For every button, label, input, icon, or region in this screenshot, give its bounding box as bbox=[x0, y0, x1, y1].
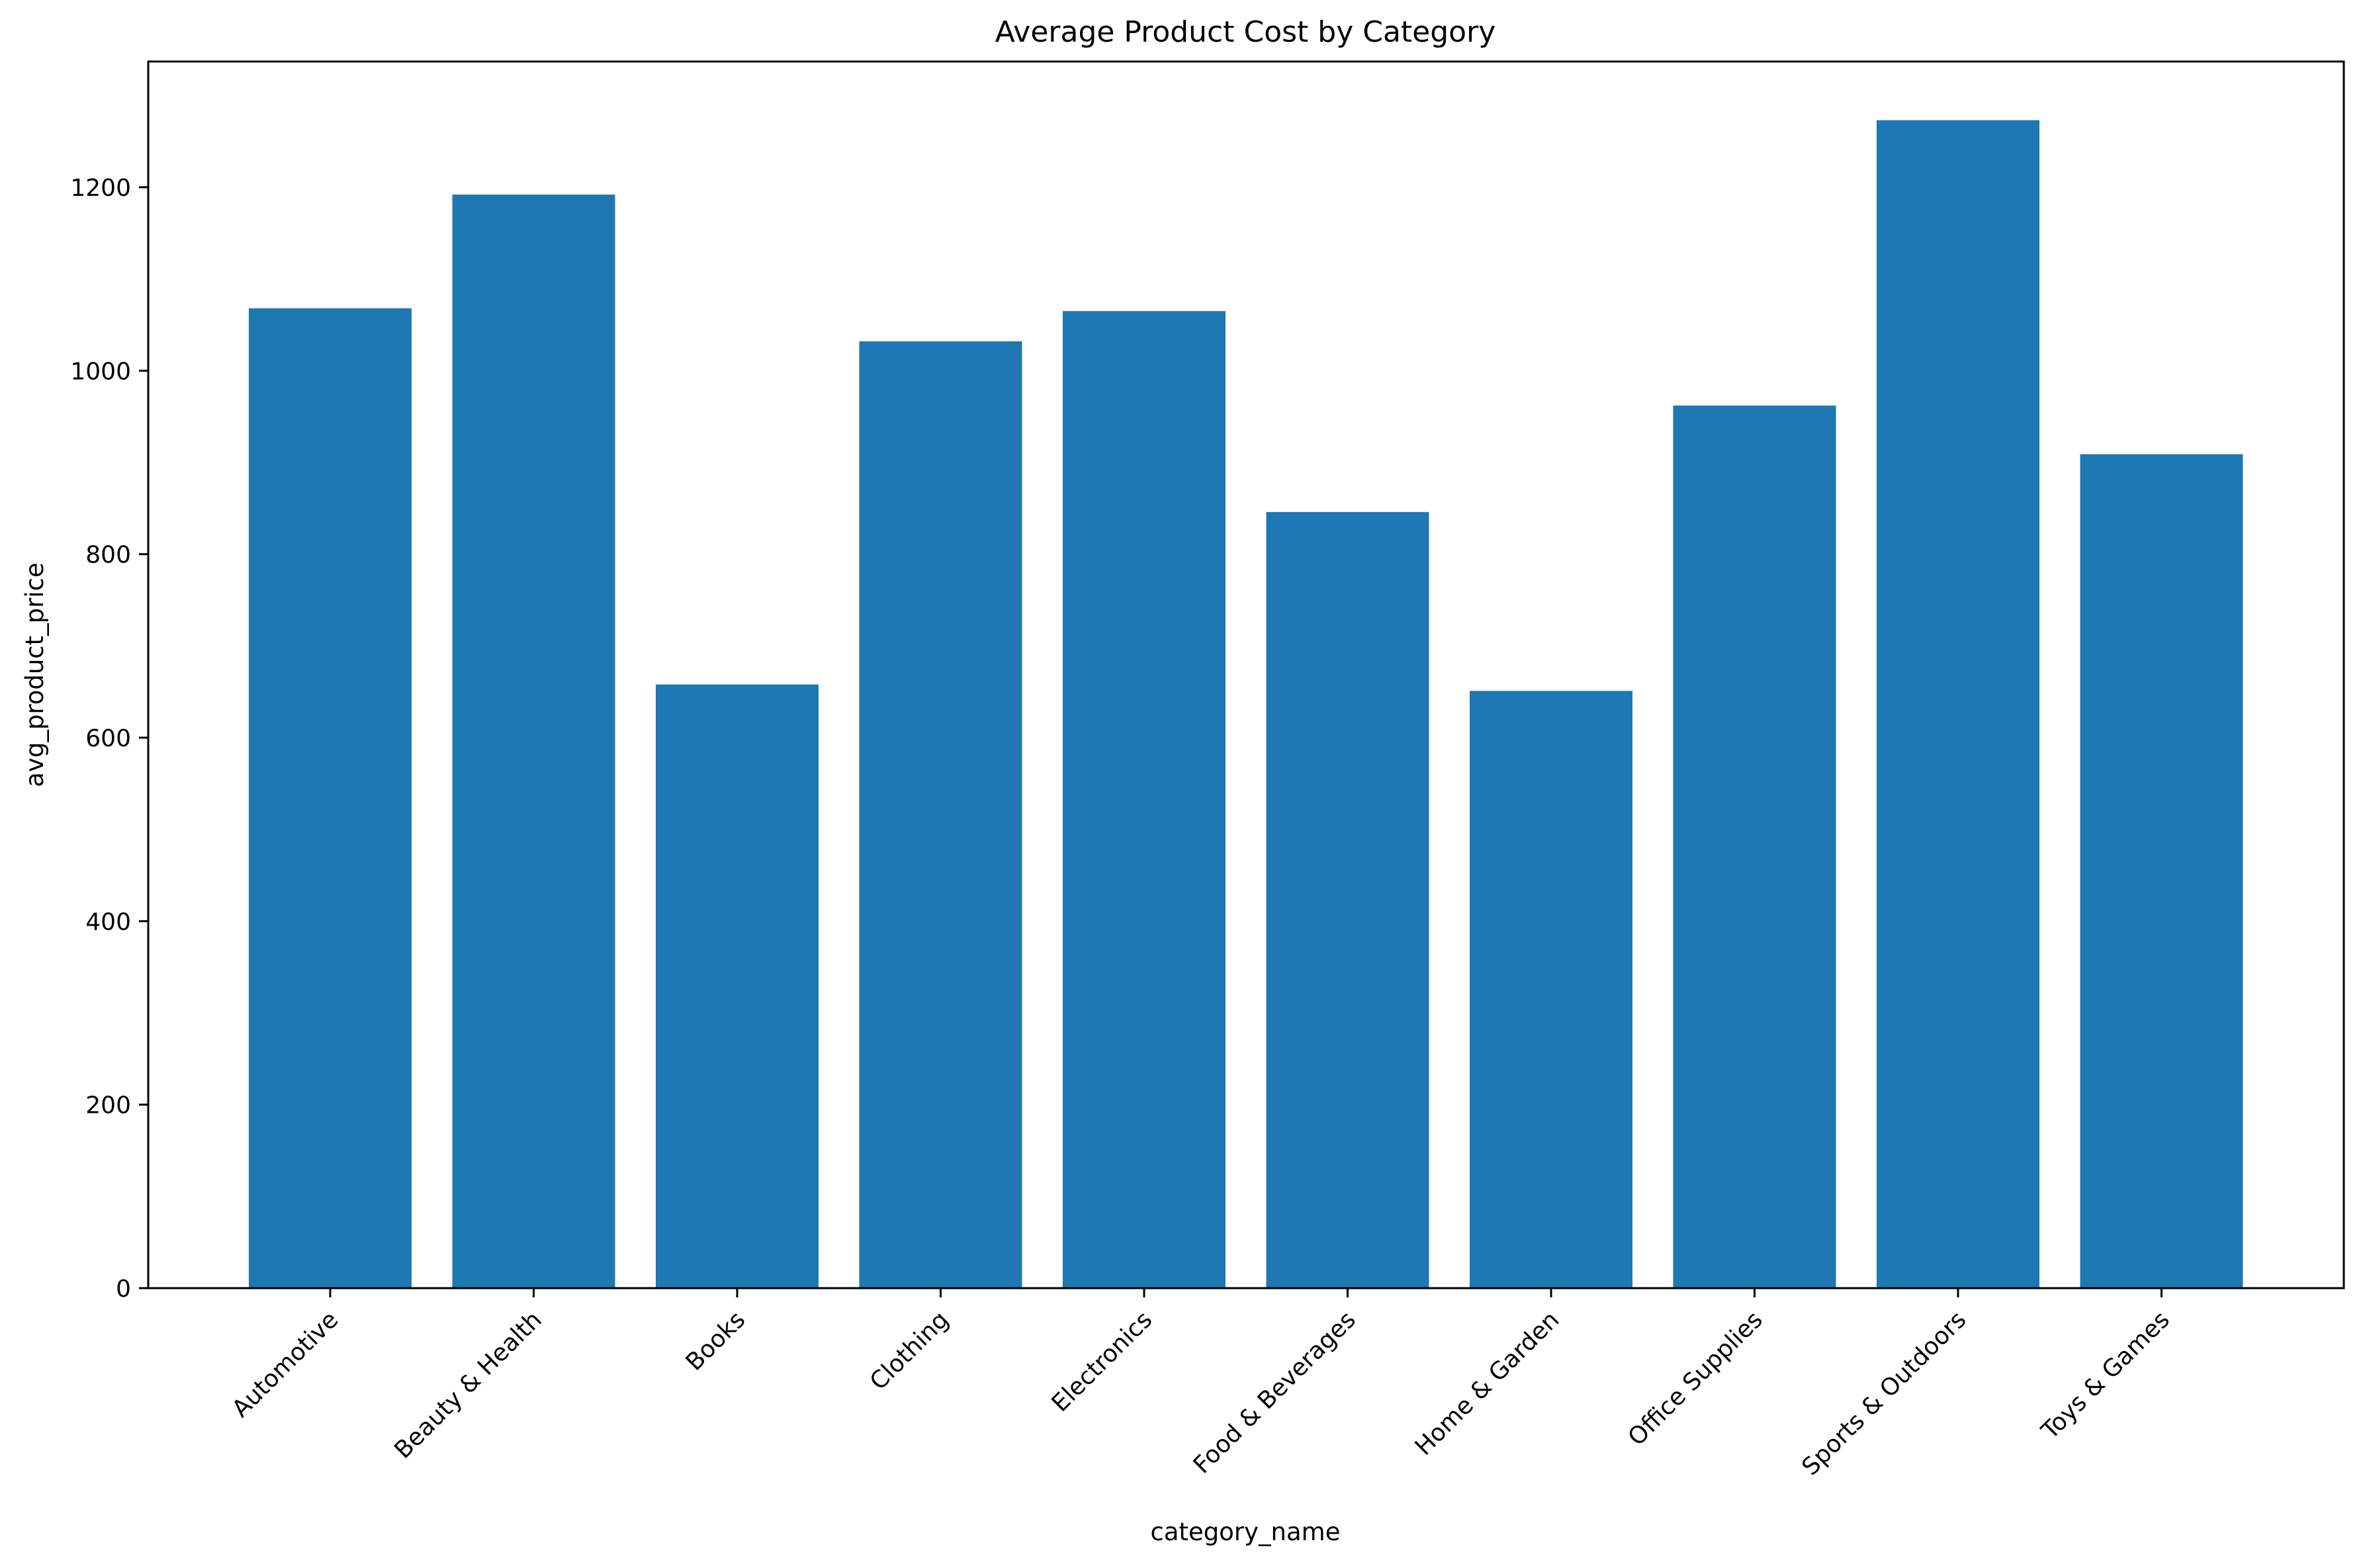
x-tick-label-automotive: Automotive bbox=[227, 1306, 343, 1422]
bar-beauty-and-health bbox=[452, 195, 615, 1289]
x-tick-label-sports-and-outdoors: Sports & Outdoors bbox=[1797, 1306, 1972, 1481]
chart-title: Average Product Cost by Category bbox=[995, 15, 1495, 49]
bar-electronics bbox=[1063, 311, 1226, 1289]
x-tick-label-clothing: Clothing bbox=[865, 1306, 954, 1395]
y-tick-label: 600 bbox=[85, 725, 131, 752]
x-tick-label-home-and-garden: Home & Garden bbox=[1410, 1306, 1565, 1461]
x-tick-label-electronics: Electronics bbox=[1047, 1306, 1158, 1417]
x-axis-label: category_name bbox=[1151, 1518, 1341, 1546]
plot-frame bbox=[147, 60, 2345, 1289]
x-tick-label-beauty-and-health: Beauty & Health bbox=[389, 1306, 547, 1464]
y-tick-label: 400 bbox=[85, 908, 131, 936]
bar-books bbox=[656, 684, 819, 1288]
y-axis: 0 200 400 600 800 1000 1200 bbox=[70, 175, 148, 1303]
x-axis: Automotive Beauty & Health Books Clothing El… bbox=[227, 1288, 2175, 1481]
x-tick-label-books: Books bbox=[681, 1306, 751, 1376]
y-tick-label: 0 bbox=[116, 1276, 131, 1303]
bar-automotive bbox=[249, 308, 412, 1288]
y-tick-label: 1200 bbox=[70, 175, 131, 202]
y-axis-label: avg_product_price bbox=[21, 562, 49, 787]
y-tick-label: 1000 bbox=[70, 358, 131, 385]
x-tick-label-food-and-beverages: Food & Beverages bbox=[1188, 1306, 1361, 1479]
bar-food-and-beverages bbox=[1266, 511, 1429, 1288]
bar-home-and-garden bbox=[1470, 691, 1632, 1288]
x-tick-label-office-supplies: Office Supplies bbox=[1623, 1306, 1768, 1451]
y-tick-label: 200 bbox=[85, 1092, 131, 1119]
bar-office-supplies bbox=[1673, 406, 1836, 1288]
bar-toys-and-games bbox=[2080, 454, 2243, 1288]
bar-sports-and-outdoors bbox=[1877, 120, 2039, 1289]
y-tick-label: 800 bbox=[85, 542, 131, 569]
x-tick-label-toys-and-games: Toys & Games bbox=[2036, 1306, 2175, 1445]
bars-layer bbox=[249, 120, 2243, 1289]
bar-clothing bbox=[859, 341, 1022, 1288]
